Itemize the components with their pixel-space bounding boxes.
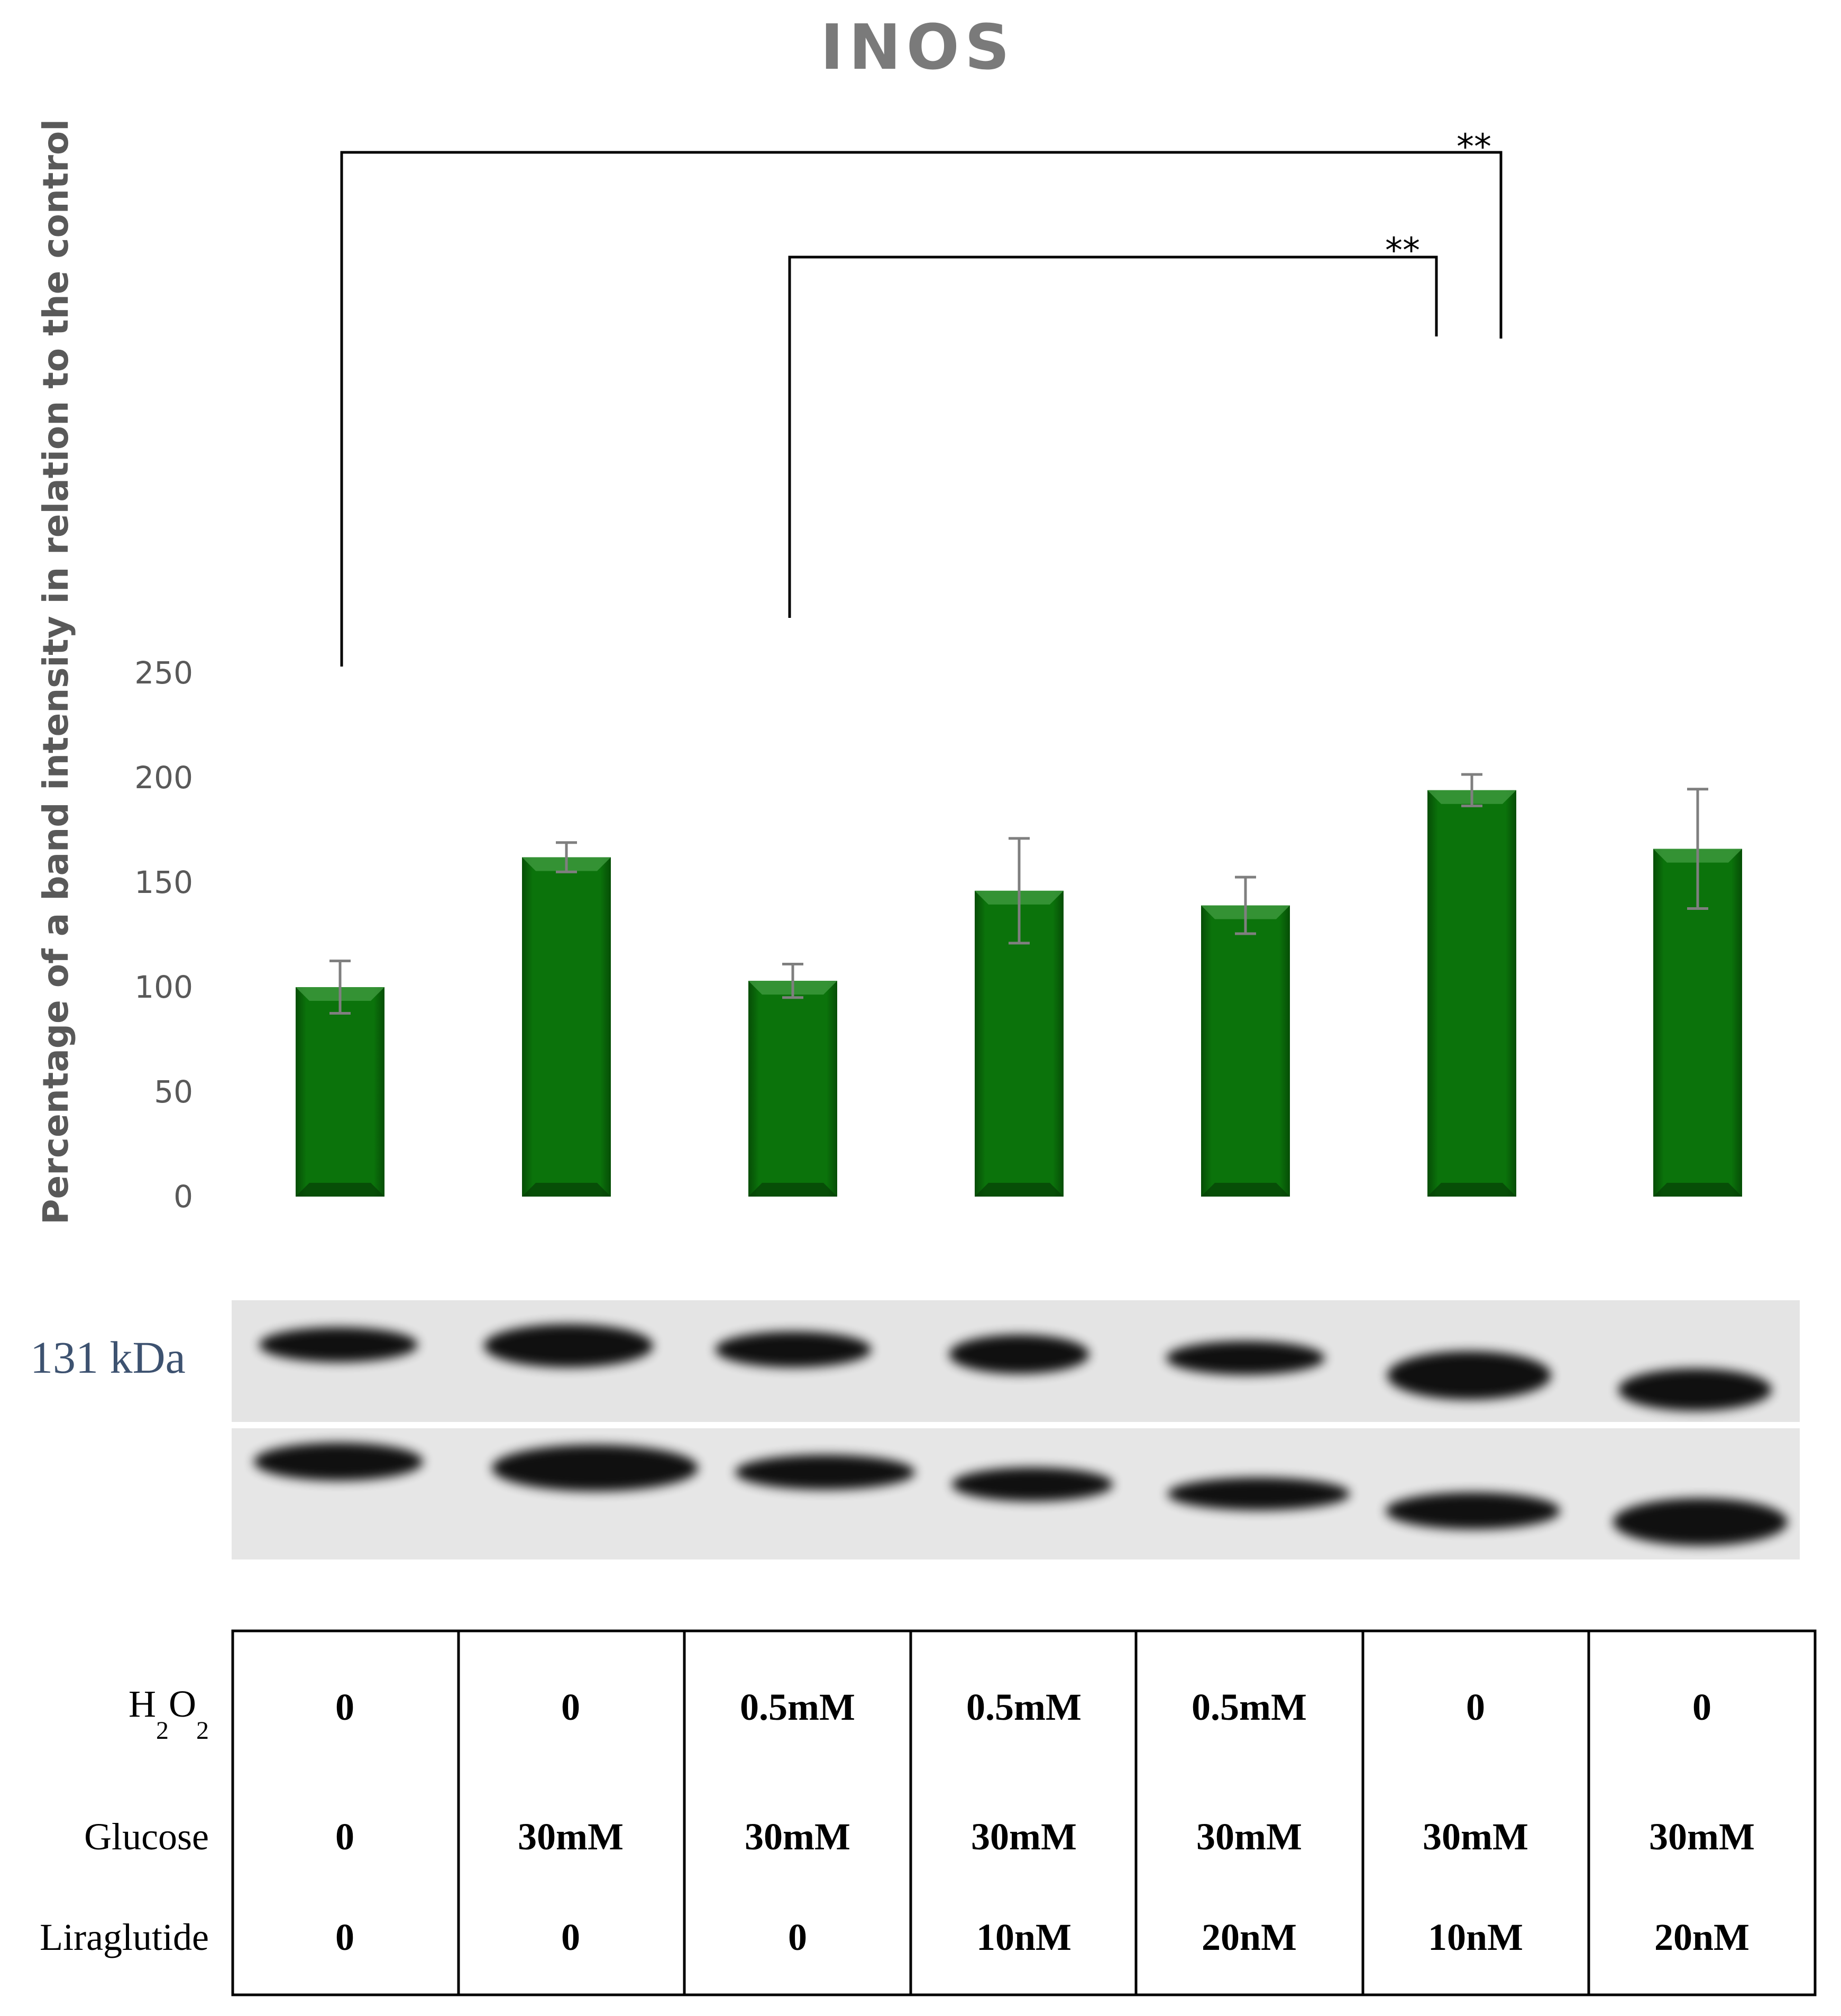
table-cell: 30mM	[1423, 1816, 1528, 1858]
blot-band	[1386, 1492, 1560, 1529]
table-cell: 0	[1466, 1686, 1485, 1728]
significance-brackets: ** **	[340, 126, 1503, 667]
table-cell: 0.5mM	[1192, 1686, 1307, 1728]
y-tick-label: 150	[134, 864, 193, 900]
blot-band	[1387, 1351, 1551, 1400]
error-bar	[1235, 875, 1256, 935]
conditions-table: H2O2 Glucose Liraglutide 0 0 0.5mM 0.5mM 0.5…	[40, 1629, 1817, 1996]
y-axis-ticks: 0 50 100 150 200 250	[134, 655, 193, 1215]
y-tick-label: 100	[134, 969, 193, 1005]
error-bar	[782, 962, 803, 999]
table-cell: 0.5mM	[740, 1686, 855, 1728]
blot-band	[735, 1455, 915, 1490]
table-cell: 0	[788, 1916, 807, 1958]
table-cell: 30mM	[971, 1816, 1077, 1858]
error-bar	[1461, 773, 1482, 807]
error-bar	[556, 841, 577, 873]
table-cell: 0	[561, 1686, 580, 1728]
bar	[1201, 905, 1290, 1197]
blot-band	[254, 1443, 423, 1481]
bar	[296, 987, 384, 1197]
bar	[748, 981, 837, 1197]
blot-band	[492, 1445, 698, 1491]
table-border	[231, 1629, 1817, 1996]
blot-separator	[232, 1422, 1800, 1428]
table-cell: 0	[335, 1686, 354, 1728]
significance-label: **	[1457, 126, 1491, 167]
blot-band	[259, 1327, 418, 1362]
blot-band	[951, 1467, 1113, 1501]
blot-band	[715, 1331, 872, 1367]
western-blot: 131 kDa	[30, 1300, 1800, 1559]
chart-title: INOS	[820, 11, 1015, 84]
error-bar	[329, 960, 351, 1015]
significance-bracket: **	[340, 126, 1503, 667]
bars	[296, 790, 1742, 1197]
error-bars	[329, 773, 1708, 1015]
y-tick-label: 50	[154, 1074, 193, 1110]
error-bar	[1009, 837, 1030, 945]
table-cell: 10nM	[1428, 1916, 1523, 1958]
table-cell: 0	[561, 1916, 580, 1958]
table-cell: 30mM	[745, 1816, 850, 1858]
blot-band	[1166, 1341, 1325, 1375]
row-label-glucose: Glucose	[84, 1816, 209, 1858]
table-cell: 30mM	[1196, 1816, 1302, 1858]
row-label-liraglutide: Liraglutide	[40, 1916, 209, 1958]
table-cell: 30mM	[518, 1816, 624, 1858]
table-cell: 0	[335, 1816, 354, 1858]
table-cell: 20nM	[1654, 1916, 1750, 1958]
blot-kda-label: 131 kDa	[30, 1332, 186, 1383]
y-tick-label: 200	[134, 760, 193, 796]
table-cell: 0	[1692, 1686, 1711, 1728]
blot-band	[1618, 1369, 1772, 1411]
y-tick-label: 0	[173, 1179, 193, 1215]
blot-band	[949, 1335, 1089, 1374]
table-cell: 0	[335, 1916, 354, 1958]
blot-band	[484, 1324, 653, 1367]
bar	[522, 857, 611, 1197]
table-cell: 30mM	[1649, 1816, 1755, 1858]
significance-label: **	[1385, 230, 1420, 271]
blot-band	[1613, 1498, 1788, 1546]
table-cell: 10nM	[976, 1916, 1071, 1958]
bar	[1427, 790, 1516, 1197]
error-bar	[1687, 788, 1708, 910]
significance-bracket: **	[788, 230, 1438, 618]
blot-band	[1167, 1477, 1350, 1510]
y-tick-label: 250	[134, 655, 193, 691]
y-axis-label: Percentage of a band intensity in relati…	[35, 119, 76, 1225]
row-label-h2o2: H2O2	[129, 1683, 209, 1745]
table-cell: 20nM	[1202, 1916, 1297, 1958]
table-cell: 0.5mM	[966, 1686, 1082, 1728]
